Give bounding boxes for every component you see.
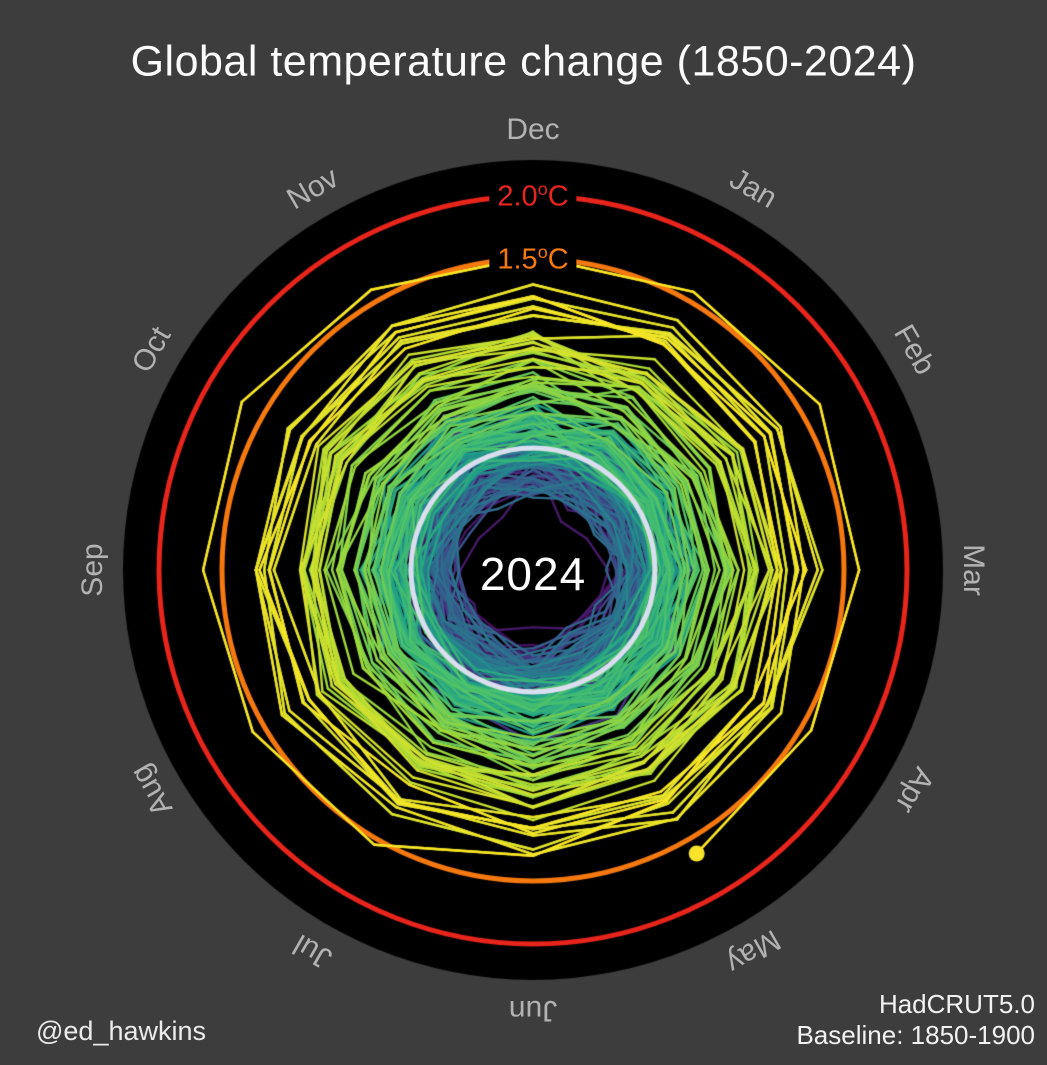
source-baseline: Baseline: 1850-1900 [796,1019,1035,1050]
ring-label-2c: 2.0oC [489,180,577,213]
month-label-jun: Jun [508,994,558,1027]
ring-label-1.5c: 1.5oC [489,243,577,276]
center-year-label: 2024 [479,548,587,600]
month-label-sep: Sep [76,543,109,597]
month-label-mar: Mar [957,544,990,596]
credit-handle: @ed_hawkins [36,1016,207,1046]
source-dataset: HadCRUT5.0 [878,988,1035,1019]
page-title: Global temperature change (1850-2024) [130,37,917,86]
source-note: HadCRUT5.0 Baseline: 1850-1900 [796,989,1035,1051]
month-label-dec: Dec [506,113,560,146]
